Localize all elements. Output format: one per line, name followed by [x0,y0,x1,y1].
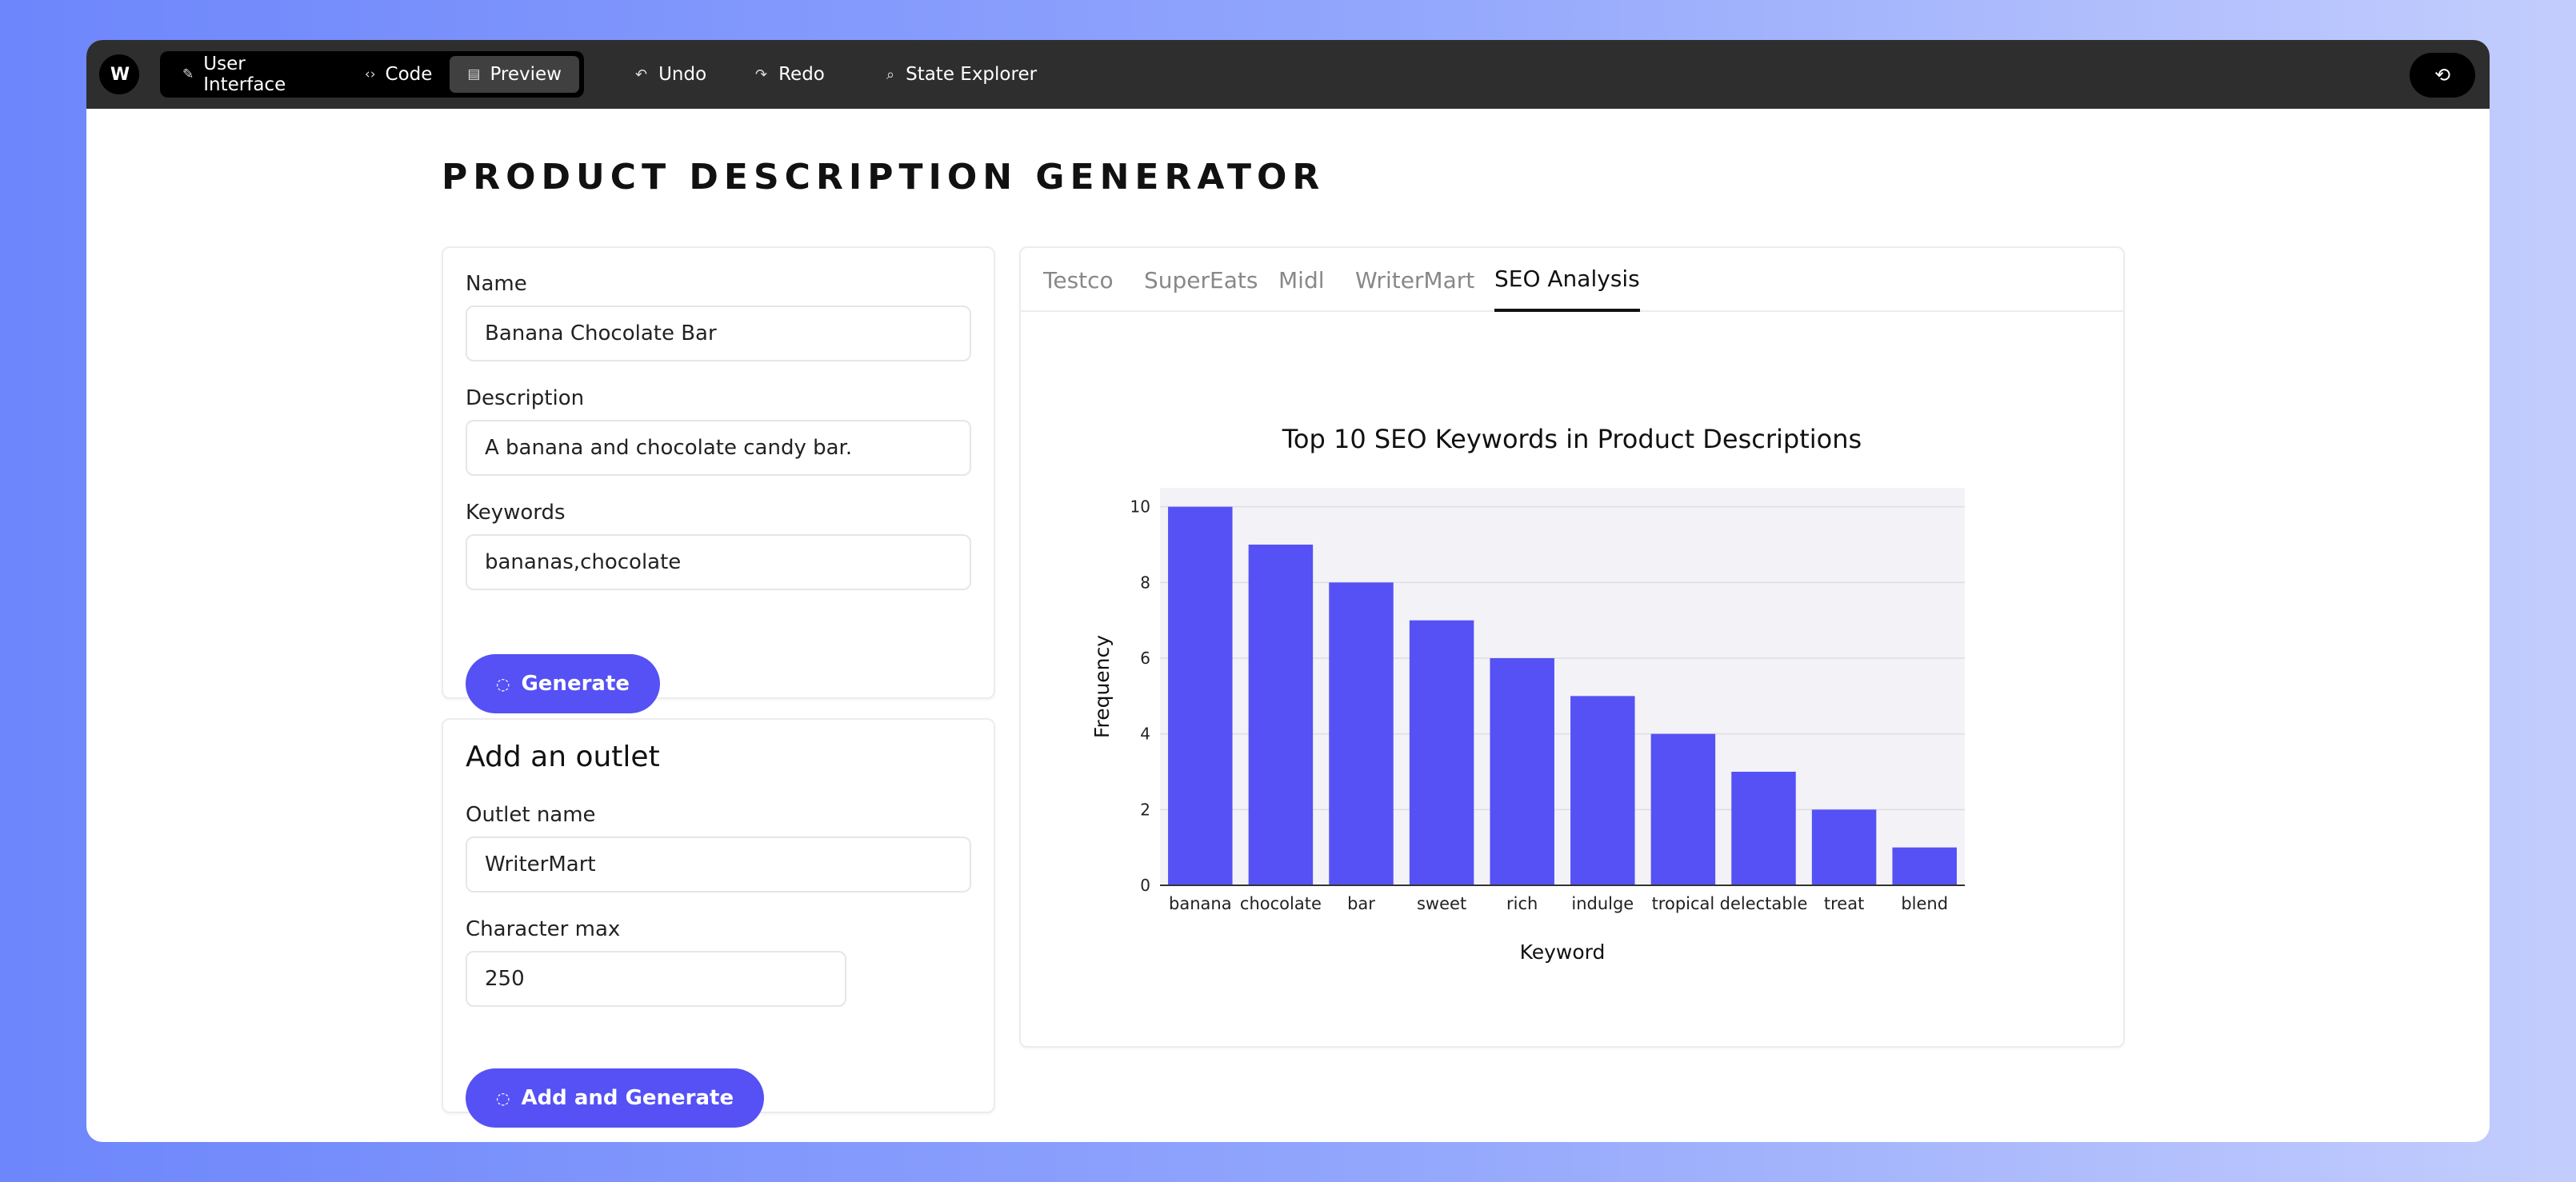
redo-icon: ↷ [755,66,768,83]
search-icon: ⌕ [886,66,895,83]
undo-icon: ↶ [635,66,648,83]
y-tick-label: 6 [1140,649,1150,668]
outlet-section-title: Add an outlet [466,741,660,773]
grid-lines [1160,505,1965,811]
name-input[interactable]: Banana Chocolate Bar [466,305,971,361]
undo-label: Undo [658,64,707,85]
redo-label: Redo [778,64,825,85]
x-tick-label: bar [1347,894,1375,913]
bar-delectable [1731,772,1796,885]
product-form-card: Name Banana Chocolate Bar Description A … [442,246,995,713]
bar-rich [1490,658,1554,885]
y-tick-label: 4 [1140,725,1150,744]
y-tick-label: 10 [1130,497,1150,517]
bar-indulge [1570,696,1635,885]
y-tick-label: 0 [1140,876,1150,895]
add-and-generate-label: Add and Generate [521,1086,734,1110]
keywords-input[interactable]: bananas,chocolate [466,534,971,590]
outlet-name-label: Outlet name [466,803,596,827]
keywords-label: Keywords [466,501,566,525]
top-toolbar: W ✎ User Interface ‹› Code ▤ Preview ↶ U… [86,40,2490,109]
mode-switcher: ✎ User Interface ‹› Code ▤ Preview [160,51,584,98]
description-label: Description [466,386,585,410]
sync-icon: ⟲ [2434,64,2451,86]
y-tick-label: 8 [1140,573,1150,592]
bars [1168,506,1957,885]
tab-testco[interactable]: Testco [1043,266,1114,294]
sync-button[interactable]: ⟲ [2410,53,2475,98]
bar-tropical [1650,733,1716,885]
chart-title: Top 10 SEO Keywords in Product Descripti… [1282,424,1862,454]
x-tick-label: rich [1506,894,1538,913]
outlet-tabs: Testco SuperEats Midl WriterMart SEO Ana… [1021,248,2123,312]
redo-button[interactable]: ↷ Redo [755,51,825,98]
add-and-generate-button[interactable]: ◌ Add and Generate [466,1068,765,1128]
x-tick-label: banana [1169,894,1232,913]
bar-blend [1892,847,1957,885]
seo-keyword-chart: 0 2 4 6 8 10 banana chocolate bar sweet rich indul… [1090,488,1965,964]
preview-icon: ▤ [467,66,481,82]
char-max-input[interactable]: 250 [466,951,846,1007]
x-axis-label: Keyword [1520,940,1606,964]
bar-treat [1811,809,1877,885]
tab-midl[interactable]: Midl [1278,266,1325,294]
char-max-label: Character max [466,917,621,941]
results-card: Testco SuperEats Midl WriterMart SEO Ana… [1019,246,2125,1048]
brush-icon: ✎ [182,66,194,82]
app-logo[interactable]: W [99,54,139,94]
chat-bubble-icon: ◌ [496,674,510,693]
y-tick-label: 2 [1140,800,1150,819]
mode-user-interface-button[interactable]: ✎ User Interface [165,54,347,95]
bar-chocolate [1248,545,1314,885]
x-tick-label: tropical [1652,894,1715,913]
mode-label: Code [385,64,433,85]
x-tick-labels: banana chocolate bar sweet rich indulge tropic… [1169,894,1948,913]
bar-banana [1168,506,1233,885]
logo-text: W [110,64,130,85]
mode-code-button[interactable]: ‹› Code [347,56,450,93]
generate-label: Generate [521,672,630,696]
bar-sweet [1409,620,1474,885]
tab-writermart[interactable]: WriterMart [1355,266,1475,294]
mode-label: Preview [490,64,562,85]
undo-button[interactable]: ↶ Undo [635,51,706,98]
state-explorer-label: State Explorer [906,64,1038,85]
x-tick-label: indulge [1571,894,1634,913]
outlet-form-card: Add an outlet Outlet name WriterMart Cha… [442,718,995,1128]
state-explorer-button[interactable]: ⌕ State Explorer [886,51,1037,98]
y-axis-label: Frequency [1090,635,1114,738]
mode-preview-button[interactable]: ▤ Preview [450,56,579,93]
chat-bubble-icon: ◌ [496,1088,510,1108]
page-title: PRODUCT DESCRIPTION GENERATOR [442,157,1326,198]
x-tick-label: blend [1901,894,1948,913]
plot-background [1160,488,1965,885]
y-tick-labels: 0 2 4 6 8 10 [1130,497,1150,895]
generate-button[interactable]: ◌ Generate [466,654,661,713]
x-tick-label: treat [1824,894,1864,913]
bar-bar [1329,582,1394,885]
name-label: Name [466,272,527,296]
code-icon: ‹› [364,66,376,82]
app-window: W ✎ User Interface ‹› Code ▤ Preview ↶ U… [86,40,2490,1142]
outlet-name-input[interactable]: WriterMart [466,837,971,892]
tab-seo-analysis[interactable]: SEO Analysis [1494,248,1640,312]
x-tick-label: delectable [1720,894,1808,913]
tab-supereats[interactable]: SuperEats [1144,266,1258,294]
x-tick-label: chocolate [1240,894,1322,913]
description-input[interactable]: A banana and chocolate candy bar. [466,420,971,476]
mode-label: User Interface [203,54,286,95]
x-tick-label: sweet [1417,894,1466,913]
